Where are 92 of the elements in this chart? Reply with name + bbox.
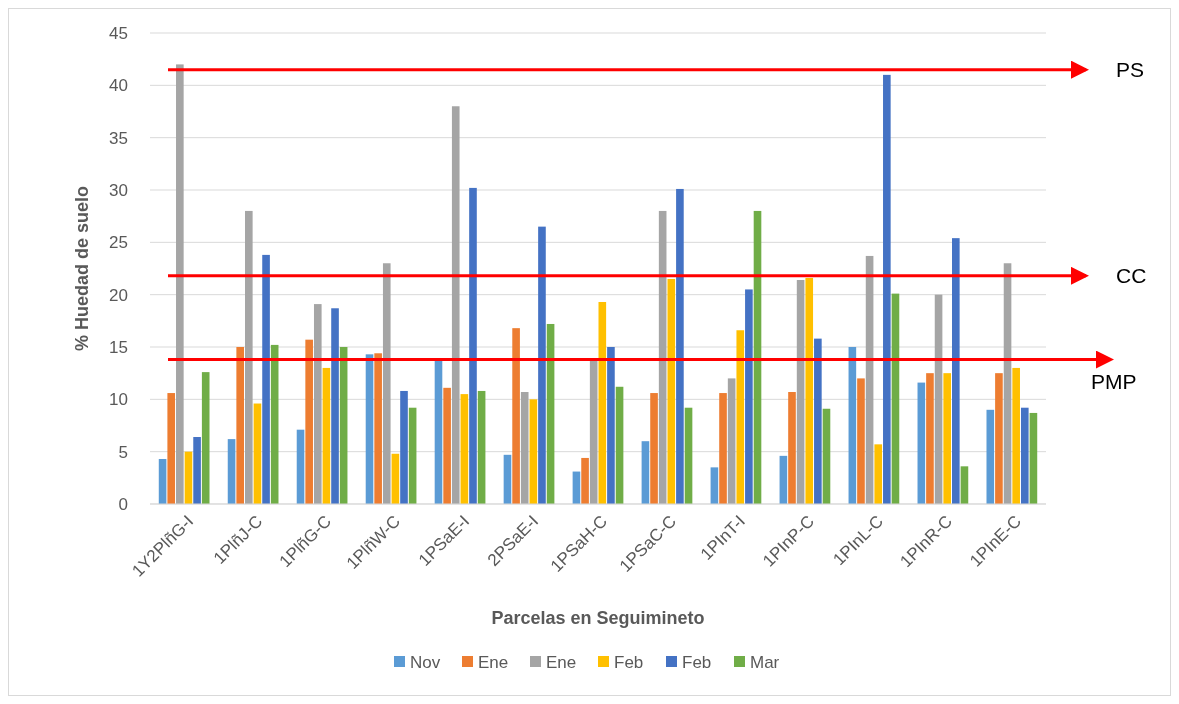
bar [796,280,805,504]
bar [374,353,382,504]
bar [995,373,1003,504]
bar [193,437,201,504]
bar [434,359,443,504]
bar [253,403,262,504]
legend-label: Nov [410,652,441,672]
bar [960,466,969,504]
y-tick-label: 5 [118,442,128,462]
bar [805,277,814,504]
legend-label: Feb [614,652,644,672]
bar [1020,407,1029,504]
bar [581,457,589,504]
bar [443,387,451,504]
bar [176,64,184,504]
bar [538,226,546,504]
bar [469,187,477,504]
y-axis-title: % Huedad de suelo [72,185,92,352]
bar [245,210,253,504]
bar [658,210,667,504]
bar [641,441,650,504]
bar [520,392,529,504]
bar [857,378,865,504]
bar [822,408,831,504]
bar [589,358,598,504]
bar [331,308,339,504]
bar [883,74,891,504]
bar [736,330,745,504]
bar [313,304,322,504]
bar [227,439,236,504]
bar [503,454,512,504]
bar [201,372,210,504]
bar [607,347,615,504]
bar [546,323,555,504]
bar [874,444,883,504]
y-tick-label: 25 [109,233,128,253]
legend-label: Feb [682,652,712,672]
bar [779,455,788,504]
y-tick-label: 10 [109,390,128,410]
bar [788,392,796,504]
bar [650,393,658,504]
x-axis-title: Parcelas en Seguimineto [491,608,705,628]
bar [400,390,408,504]
bar [305,339,313,504]
y-tick-label: 15 [109,337,128,357]
legend-label: Mar [750,652,780,672]
bar [615,386,624,504]
bar [512,328,520,504]
bar [943,373,951,504]
bar [529,399,538,504]
y-tick-label: 20 [109,285,128,305]
bar [382,263,391,504]
y-tick-label: 0 [118,494,128,514]
bar [719,393,727,504]
bar [753,210,762,504]
bar [158,458,167,504]
bar [676,188,684,504]
bar [1029,412,1038,504]
bar [236,347,244,504]
bar [262,254,270,504]
bar [710,467,719,504]
bar [322,367,331,504]
bar [365,354,374,504]
y-tick-label: 45 [109,23,128,43]
bar [1012,367,1020,504]
ref-line-label: PMP [1091,369,1137,393]
bar [408,407,417,504]
ref-line-label: PS [1116,57,1145,81]
bar [745,289,753,504]
bar [667,278,676,504]
bar [684,407,693,504]
bar [891,293,900,504]
ref-line-label: CC [1116,264,1147,288]
bar [598,301,607,504]
bar [934,294,943,504]
bar [727,378,736,504]
y-tick-label: 30 [109,180,128,200]
bar [167,393,176,504]
bar [391,453,400,504]
bar [451,106,460,504]
bar [460,394,469,504]
bar [296,429,305,504]
bar [477,390,486,504]
legend-label: Ene [478,652,509,672]
legend-label: Ene [546,652,577,672]
bar [814,338,822,504]
bar [926,373,934,504]
y-tick-label: 35 [109,128,128,148]
bar [917,382,926,504]
bar [986,409,995,504]
bar [952,238,960,504]
y-tick-label: 40 [109,76,128,96]
